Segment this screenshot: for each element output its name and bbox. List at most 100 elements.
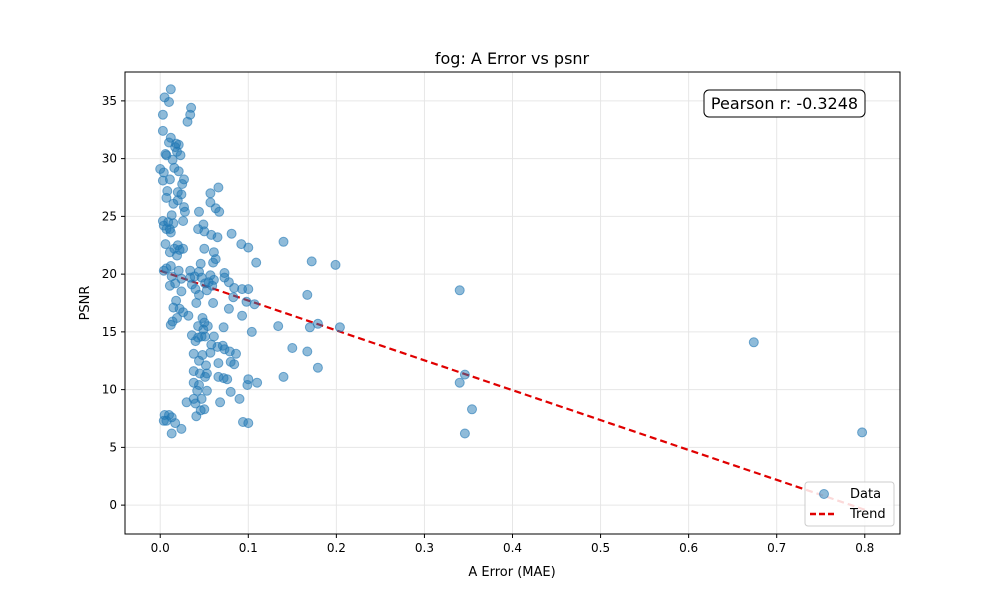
data-point	[199, 243, 210, 254]
x-tick-label: 0.2	[327, 541, 346, 555]
data-point	[237, 310, 248, 321]
data-point	[172, 313, 182, 323]
data-point	[208, 257, 219, 268]
y-tick-label: 30	[102, 152, 117, 166]
data-point	[225, 386, 236, 397]
data-point	[218, 322, 229, 333]
legend: Data Trend	[804, 481, 895, 527]
data-point	[231, 348, 241, 359]
data-point	[213, 358, 224, 369]
data-point	[165, 227, 176, 238]
data-point	[748, 337, 759, 348]
data-point	[330, 259, 341, 270]
data-point	[166, 428, 177, 439]
data-point	[242, 380, 253, 390]
y-tick-label: 20	[102, 267, 117, 281]
x-tick-label: 0.6	[679, 541, 698, 555]
data-point	[200, 371, 211, 382]
x-tick-label: 0.5	[591, 541, 610, 555]
data-point	[194, 355, 204, 366]
x-tick-label: 0.7	[767, 541, 786, 555]
data-point	[190, 398, 201, 409]
data-point	[190, 336, 201, 347]
gridlines	[125, 72, 900, 534]
data-point	[223, 303, 234, 314]
data-point	[178, 216, 189, 226]
data-point	[459, 369, 470, 380]
data-point	[201, 385, 212, 396]
data-point	[214, 206, 225, 217]
data-point	[273, 321, 284, 332]
data-point	[278, 236, 289, 247]
data-point	[302, 289, 313, 300]
data-point	[157, 125, 168, 136]
trend-layer	[159, 269, 866, 511]
data-point	[219, 344, 230, 355]
x-tick-label: 0.0	[151, 541, 170, 555]
data-point	[167, 154, 178, 165]
x-tick-label: 0.3	[415, 541, 434, 555]
data-point	[454, 285, 465, 296]
data-point	[200, 331, 211, 342]
data-point	[199, 404, 210, 415]
data-point	[212, 232, 223, 243]
data-point	[234, 393, 245, 404]
data-point	[161, 415, 172, 426]
data-point	[170, 418, 181, 429]
data-point	[278, 371, 289, 382]
data-point	[213, 182, 224, 193]
data-point	[302, 346, 313, 357]
data-point	[165, 261, 176, 271]
data-point	[454, 377, 465, 388]
data-point	[176, 286, 187, 297]
x-axis-label: A Error (MAE)	[468, 565, 555, 580]
y-tick-label: 5	[109, 440, 117, 454]
data-point	[226, 228, 237, 239]
y-tick-label: 0	[109, 498, 117, 512]
y-tick-label: 25	[102, 209, 117, 223]
data-point	[205, 188, 216, 199]
data-point	[191, 298, 202, 308]
data-point	[229, 359, 240, 370]
data-point	[165, 319, 176, 330]
data-point	[201, 285, 212, 296]
annotation-text: Pearson r: -0.3248	[711, 94, 858, 113]
x-axis-ticks: 0.0 0.1 0.2 0.3 0.4 0.5 0.6 0.7 0.8	[151, 534, 874, 555]
y-tick-label: 10	[102, 383, 117, 397]
data-point	[192, 385, 203, 396]
annotation-box	[703, 89, 866, 118]
data-point	[857, 427, 868, 438]
x-tick-label: 0.8	[855, 541, 874, 555]
data-point	[183, 310, 194, 321]
data-point	[165, 84, 176, 95]
data-point	[251, 257, 262, 268]
data-point	[195, 258, 206, 269]
data-point	[228, 292, 239, 303]
pearson-annotation: Pearson r: -0.3248	[703, 89, 866, 118]
data-point	[164, 174, 175, 185]
data-point	[243, 242, 254, 253]
data-point	[170, 278, 181, 289]
data-point	[459, 428, 470, 439]
data-point	[182, 116, 193, 127]
data-point	[246, 326, 257, 337]
data-point	[467, 404, 477, 415]
data-point	[194, 206, 204, 217]
data-point	[176, 423, 187, 434]
data-point	[222, 374, 233, 385]
data-point	[243, 284, 254, 295]
data-point	[172, 195, 183, 206]
legend-data-marker	[819, 489, 829, 499]
data-point	[191, 411, 202, 422]
data-point	[160, 239, 171, 250]
legend-data-label: Data	[850, 487, 881, 502]
data-point	[173, 166, 184, 177]
chart-title: fog: A Error vs psnr	[435, 49, 590, 68]
data-point	[158, 265, 169, 276]
data-point	[287, 343, 298, 353]
x-tick-label: 0.4	[503, 541, 522, 555]
y-axis-label: PSNR	[78, 286, 93, 321]
data-point	[157, 109, 168, 120]
data-point	[306, 256, 317, 267]
